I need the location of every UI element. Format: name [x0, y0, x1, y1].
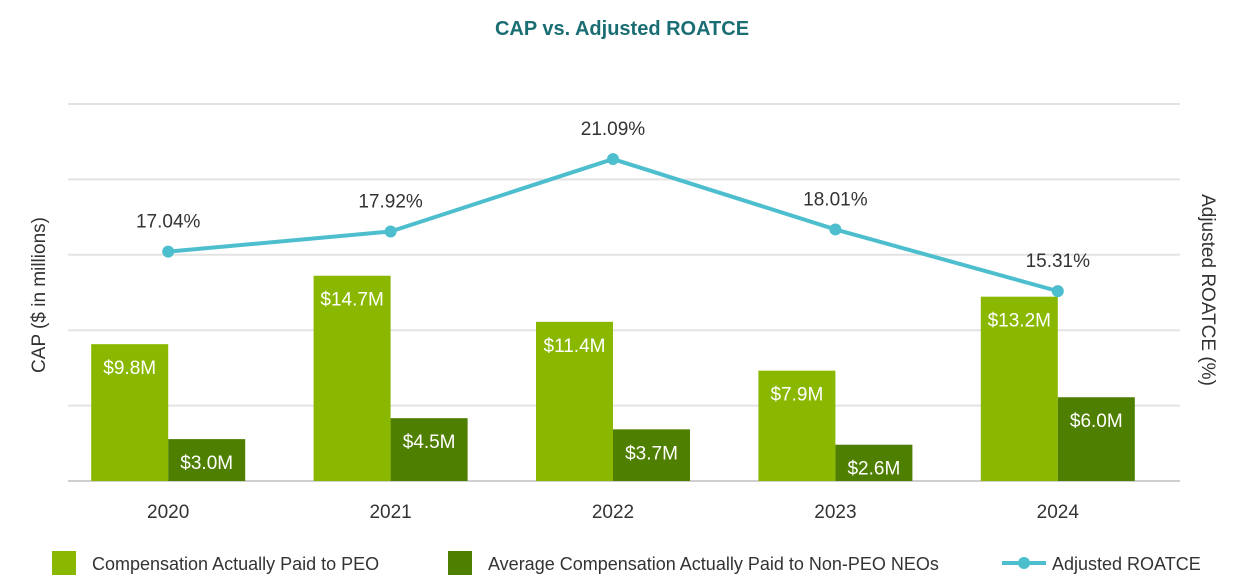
chart-title: CAP vs. Adjusted ROATCE: [495, 18, 749, 40]
bar-peo-2023: [758, 370, 836, 481]
bar-data-label: $6.0M: [1070, 411, 1123, 432]
bar-peo-2024: [980, 296, 1058, 481]
bar-peo-2020: [91, 344, 169, 481]
legend-label: Average Compensation Actually Paid to No…: [488, 554, 939, 574]
x-tick-label: 2022: [592, 502, 634, 523]
bar-non-peo-2020: [168, 439, 246, 481]
legend-label: Compensation Actually Paid to PEO: [92, 554, 379, 574]
bar-labels: $9.8M $14.7M $11.4M $7.9M $13.2M $3.0M $4.5M $3…: [103, 290, 1122, 480]
bar-peo-2021: [313, 275, 391, 481]
y-axis-label-right: Adjusted ROATCE (%): [1197, 194, 1218, 386]
bar-data-label: $3.7M: [625, 443, 678, 464]
bar-non-peo-2024: [1057, 397, 1135, 481]
bar-data-label: $3.0M: [180, 453, 233, 474]
legend-label: Adjusted ROATCE: [1052, 554, 1201, 574]
roatce-data-label: 15.31%: [1026, 251, 1091, 272]
legend: Compensation Actually Paid to PEO Average…: [52, 551, 1201, 575]
x-axis-ticks: 2020 2021 2022 2023 2024: [147, 502, 1079, 523]
bar-non-peo-2021: [390, 418, 468, 481]
legend-swatch: [448, 551, 472, 575]
bar-data-label: $13.2M: [988, 311, 1051, 332]
roatce-data-label: 18.01%: [803, 189, 868, 210]
x-tick-label: 2020: [147, 502, 189, 523]
bar-data-label: $2.6M: [847, 459, 900, 480]
x-tick-label: 2023: [814, 502, 856, 523]
bar-data-label: $9.8M: [103, 358, 156, 379]
bar-data-label: $14.7M: [320, 290, 383, 311]
roatce-point-2022: [607, 153, 619, 166]
x-tick-label: 2021: [369, 502, 411, 523]
bar-data-label: $11.4M: [544, 336, 606, 357]
roatce-point-2023: [829, 223, 842, 236]
bar-data-label: $7.9M: [770, 385, 823, 406]
x-tick-label: 2024: [1037, 502, 1080, 523]
roatce-data-label: 21.09%: [581, 119, 646, 140]
roatce-point-2024: [1051, 285, 1064, 298]
legend-marker: [1018, 557, 1030, 569]
bar-non-peo-2023: [835, 444, 913, 481]
bars: [91, 275, 1135, 481]
roatce-data-label: 17.92%: [358, 191, 423, 212]
roatce-data-label: 17.04%: [136, 212, 201, 233]
bar-data-label: $4.5M: [403, 432, 456, 453]
bar-non-peo-2022: [613, 429, 690, 481]
y-axis-label-left: CAP ($ in millions): [29, 217, 50, 373]
roatce-point-2021: [384, 225, 397, 238]
bar-peo-2022: [536, 321, 613, 481]
legend-swatch: [52, 551, 76, 575]
roatce-line-group: 17.04% 17.92% 21.09% 18.01% 15.31%: [136, 119, 1091, 298]
roatce-point-2020: [162, 245, 175, 258]
